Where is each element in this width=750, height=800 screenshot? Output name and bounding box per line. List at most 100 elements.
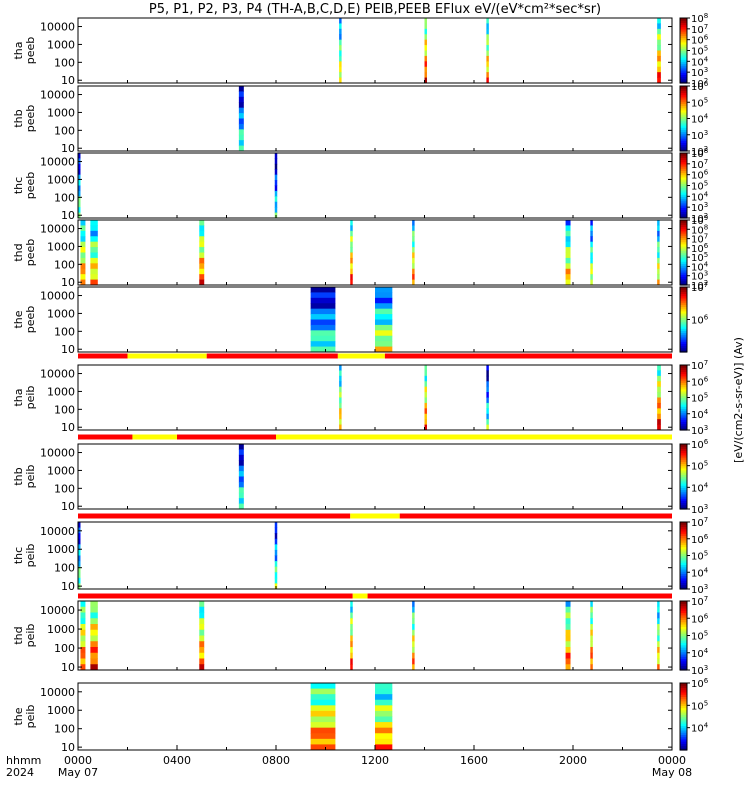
spectrogram-cell <box>486 419 489 426</box>
colorbar-step <box>680 289 687 292</box>
spectrogram-cell <box>412 225 415 232</box>
spectrogram-cell <box>310 303 336 310</box>
y-tick-label: 10 <box>61 580 75 593</box>
spectrogram-cell <box>339 370 342 377</box>
spectrogram-cell <box>565 230 571 237</box>
spectrogram-cell <box>274 207 278 214</box>
spectrogram-interval <box>657 365 661 431</box>
spectrogram-cell <box>339 375 342 382</box>
colorbar-step <box>680 168 687 171</box>
spectrogram-cell <box>590 236 593 243</box>
spectrogram-cell <box>78 577 81 584</box>
spectrogram-cell <box>238 107 244 114</box>
colorbar-step <box>680 116 687 120</box>
y-tick-label: 1000 <box>47 704 75 717</box>
mode-bar-segment <box>78 593 353 599</box>
colorbar-step <box>680 685 687 689</box>
mode-bar-segment <box>78 513 351 519</box>
colorbar-step <box>680 114 687 117</box>
colorbar-tick-label: 105 <box>691 392 708 405</box>
colorbar-step <box>680 129 687 133</box>
colorbar-step <box>680 691 687 695</box>
colorbar-tick-label: 102 <box>691 279 708 292</box>
colorbar-step <box>680 222 687 225</box>
colorbar-step <box>680 617 687 620</box>
y-axis-probe-label: the <box>12 310 25 328</box>
colorbar-step <box>680 729 687 733</box>
spectrogram-cell <box>310 330 336 337</box>
spectrogram-cell <box>375 710 393 717</box>
colorbar-step <box>680 99 687 102</box>
spectrogram-cell <box>238 454 244 461</box>
colorbar-step <box>680 211 687 215</box>
colorbar-step <box>680 155 687 158</box>
colorbar-step <box>680 157 687 161</box>
spectrogram-cell <box>657 365 661 371</box>
colorbar-tick-label: 109 <box>691 214 708 227</box>
colorbar-step <box>680 54 687 58</box>
colorbar-tick-label: 102 <box>691 77 708 90</box>
spectrogram-cell <box>412 647 415 654</box>
colorbar-step <box>680 610 687 614</box>
spectrogram-cell <box>657 18 661 24</box>
spectrogram-cell <box>199 601 205 608</box>
spectrogram-cell <box>90 664 98 671</box>
spectrogram-cell <box>375 335 393 342</box>
spectrogram-cell <box>486 23 489 30</box>
y-axis-probe-label: the <box>12 707 25 725</box>
colorbar-step <box>680 280 687 284</box>
spectrogram-cell <box>274 522 278 529</box>
spectrogram-cell <box>90 279 98 286</box>
colorbar-tick-label: 103 <box>691 424 708 437</box>
colorbar-step <box>680 624 687 627</box>
colorbar-step <box>680 295 687 299</box>
spectrogram-interval <box>199 220 205 286</box>
spectrogram-cell <box>90 263 98 270</box>
colorbar-tick-label: 106 <box>691 34 709 47</box>
colorbar-step <box>680 548 687 552</box>
spectrogram-cell <box>78 185 81 192</box>
spectrogram-cell <box>657 28 661 35</box>
spectrogram-cell <box>412 241 415 248</box>
spectrogram-cell <box>590 257 593 264</box>
colorbar-step <box>680 380 687 383</box>
spectrogram-cell <box>90 247 98 253</box>
plot-area <box>78 220 672 285</box>
spectrogram-cell <box>310 308 336 315</box>
colorbar-step <box>680 57 687 60</box>
spectrogram-cell <box>350 279 353 286</box>
spectrogram-cell <box>657 220 660 226</box>
spectrogram-cell <box>274 158 278 165</box>
spectrogram-cell <box>657 397 661 404</box>
colorbar-step <box>680 367 687 370</box>
spectrogram-cell <box>80 647 86 654</box>
spectrogram-cell <box>78 549 81 556</box>
colorbar-tick-label: 105 <box>691 460 708 473</box>
spectrogram-cell <box>424 375 427 382</box>
spectrogram-interval <box>90 601 98 671</box>
colorbar-step <box>680 272 687 275</box>
spectrogram-cell <box>238 91 244 98</box>
colorbar-step <box>680 718 687 722</box>
colorbar-tick-label: 106 <box>691 533 709 546</box>
colorbar-step <box>680 179 687 182</box>
spectrogram-interval <box>310 683 336 751</box>
spectrogram-cell <box>310 738 336 745</box>
colorbar-step <box>680 26 687 30</box>
spectrogram-cell <box>565 647 571 654</box>
spectrogram-cell <box>80 652 86 659</box>
colorbar-step <box>680 341 687 344</box>
spectrogram-cell <box>80 263 86 270</box>
spectrogram-cell <box>590 230 593 237</box>
spectrogram-cell <box>80 230 86 237</box>
spectrogram-cell <box>310 710 336 717</box>
colorbar-step <box>680 630 687 634</box>
spectrogram-cell <box>412 220 415 226</box>
spectrogram-cell <box>424 39 427 46</box>
colorbar-tick-label: 104 <box>691 408 709 421</box>
spectrogram-cell <box>486 408 489 415</box>
colorbar-step <box>680 378 687 381</box>
spectrogram-cell <box>274 190 278 197</box>
y-axis-probe-label: tha <box>12 41 25 59</box>
colorbar-step <box>680 261 687 264</box>
